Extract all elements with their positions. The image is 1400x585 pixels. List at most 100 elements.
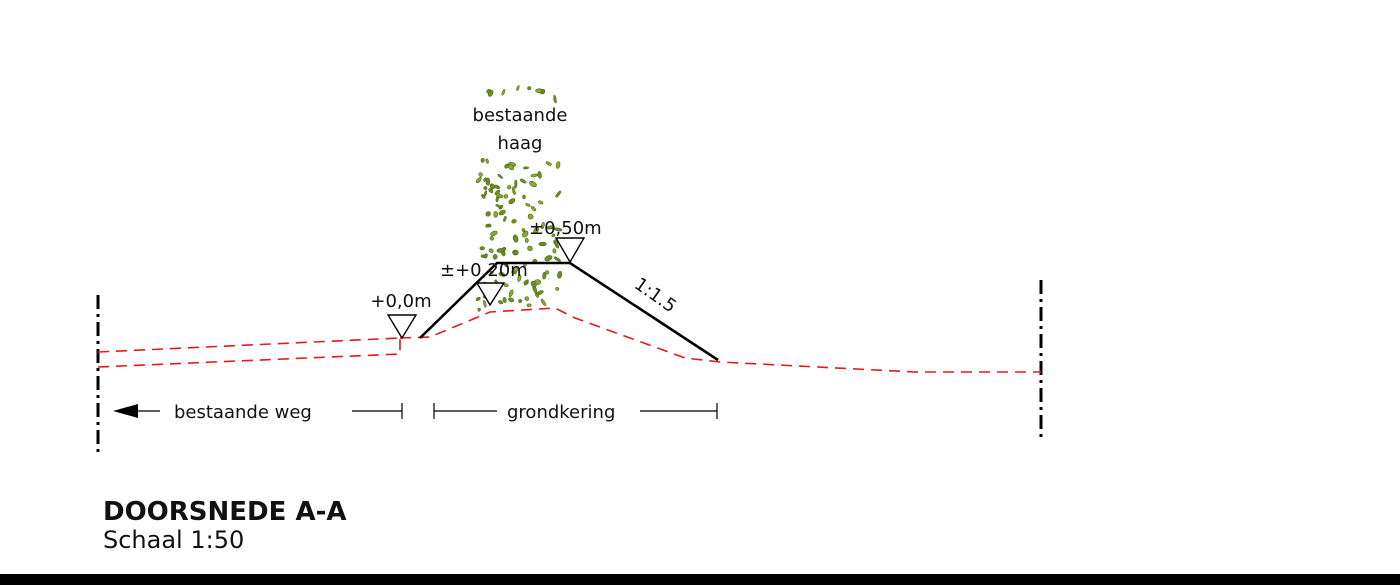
leaf [507, 164, 515, 171]
leaf [484, 253, 488, 259]
leaf [484, 190, 488, 197]
leaf [555, 190, 562, 198]
level-marker [386, 314, 418, 340]
leaf [527, 245, 533, 252]
hedge-label: bestaande [473, 105, 568, 126]
leaf [508, 289, 514, 297]
leaf [522, 194, 526, 199]
leaf [512, 189, 516, 195]
leaf [540, 89, 545, 94]
existing-ground-profile [399, 307, 1041, 373]
leaf [542, 271, 547, 280]
leaf [497, 173, 503, 179]
leaf [524, 296, 530, 301]
arrow-head [113, 404, 138, 418]
level-marker [554, 237, 586, 264]
leaf [485, 177, 491, 186]
leaf [501, 89, 506, 96]
leaf [522, 230, 529, 238]
leaf [553, 94, 557, 104]
leaf [535, 290, 544, 296]
leaf [489, 183, 496, 189]
leaf [552, 248, 557, 254]
leaf [486, 88, 492, 94]
leaf [546, 225, 555, 230]
level-label: ±+0,20m [440, 260, 528, 281]
leaf [489, 270, 494, 274]
leaf [545, 161, 552, 166]
leaf [540, 221, 545, 230]
leaf [525, 203, 531, 207]
leaf [530, 206, 537, 212]
leaf [490, 230, 498, 237]
leaf [503, 215, 507, 222]
leaf [495, 204, 502, 208]
bottom-border [0, 574, 1400, 585]
leaf [555, 287, 560, 291]
leaf [483, 177, 487, 182]
leaf [475, 177, 482, 184]
leaf [553, 256, 561, 262]
leaf [477, 307, 481, 312]
hedge-foliage [475, 85, 563, 312]
leaf [487, 223, 492, 228]
leaf [557, 270, 563, 279]
leaf [527, 86, 532, 91]
leaf [492, 254, 498, 260]
leaf [513, 249, 519, 255]
new-embankment [419, 261, 719, 362]
leaf [488, 248, 494, 253]
leaf [489, 236, 494, 241]
leaf [507, 185, 512, 190]
leaf [496, 248, 505, 253]
leaf [540, 298, 547, 306]
leaf [516, 85, 520, 91]
leaf [483, 300, 487, 308]
leaf [514, 179, 518, 188]
leaf [524, 237, 529, 243]
existing-road-bottom [97, 338, 401, 368]
leaf [475, 296, 481, 301]
leaf [478, 172, 483, 177]
leaf [498, 194, 504, 199]
leaf [479, 246, 485, 251]
leaf [555, 161, 561, 169]
leaf [503, 283, 509, 287]
leaf [529, 180, 537, 188]
slope-label: 1:1.5 [630, 274, 680, 318]
leaf [523, 279, 529, 284]
drawing-title: DOORSNEDE A-A [103, 497, 346, 527]
level-marker [475, 282, 506, 307]
leaf [519, 178, 527, 184]
leaf [527, 213, 534, 220]
level-label: ±0,50m [529, 218, 602, 239]
leaf [544, 255, 553, 262]
leaf [523, 166, 529, 170]
leaf [483, 186, 488, 190]
leaf [485, 158, 489, 164]
existing-ground-line [97, 337, 401, 353]
level-label: +0,0m [370, 291, 431, 312]
leaf [526, 303, 532, 307]
hedge-label: haag [498, 133, 543, 154]
leaf [498, 272, 506, 277]
leaf [511, 219, 517, 224]
leaf [553, 227, 563, 232]
leaf [493, 211, 499, 218]
leaf [530, 280, 537, 288]
leaf [508, 198, 516, 205]
leaf [503, 194, 509, 199]
leaf [517, 274, 522, 282]
leaf [485, 211, 491, 217]
leaf [508, 297, 515, 303]
leaf [538, 241, 547, 247]
dimension-label: bestaande weg [174, 402, 312, 423]
leaf [537, 171, 542, 179]
leaf [533, 227, 539, 234]
leaf [502, 297, 507, 303]
leaf [530, 173, 538, 178]
leaf [512, 266, 519, 273]
leaf [512, 234, 519, 243]
leaf [498, 300, 504, 305]
